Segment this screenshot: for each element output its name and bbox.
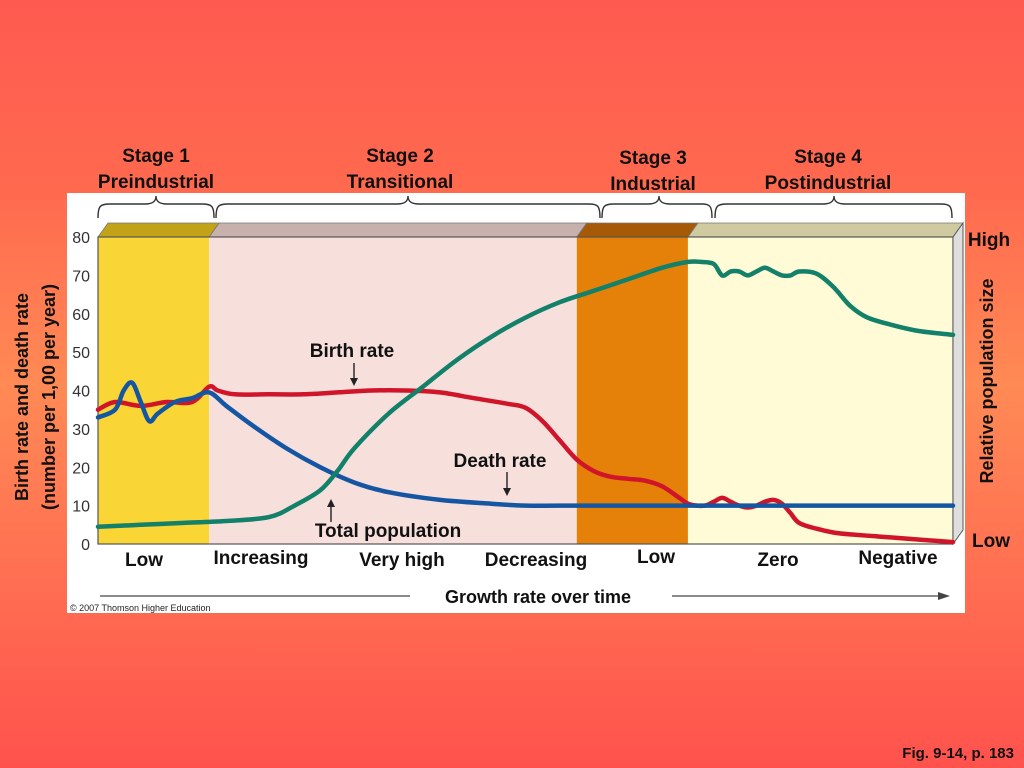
growth-label-stage-3: Low <box>637 547 675 568</box>
death-rate-annotation: Death rate <box>454 451 547 472</box>
x-axis-label: Growth rate over time <box>445 587 631 607</box>
stage-4-title: Stage 4 <box>794 147 862 168</box>
y-tick-label: 80 <box>72 230 90 247</box>
stage-4-brace <box>714 195 953 219</box>
death-rate-line <box>95 380 956 508</box>
y2-tick-low: Low <box>972 531 1010 552</box>
growth-label-decreasing: Decreasing <box>485 550 587 571</box>
birth-rate-line <box>95 383 956 545</box>
y-tick-label: 30 <box>72 422 90 439</box>
growth-label-zero: Zero <box>757 550 798 571</box>
growth-label-very-high: Very high <box>359 550 445 571</box>
stage-3-subtitle: Industrial <box>610 174 696 195</box>
y-axis-ticks: 0 10 20 30 40 50 60 70 80 <box>72 230 90 554</box>
series-lines <box>95 259 956 545</box>
stage-headers: Stage 1 Preindustrial Stage 2 Transition… <box>98 146 891 195</box>
total-population-annotation: Total population <box>315 521 461 542</box>
stage-4-subtitle: Postindustrial <box>765 173 892 194</box>
stage-bands <box>97 222 964 544</box>
stage-4-band-top <box>687 222 964 238</box>
stage-2-title: Stage 2 <box>366 146 434 167</box>
growth-label-negative: Negative <box>858 548 937 569</box>
y2-tick-high: High <box>968 230 1010 251</box>
growth-label-increasing: Increasing <box>213 548 308 569</box>
stage-3-band <box>576 237 688 544</box>
stage-1-band <box>98 237 210 544</box>
stage-1-subtitle: Preindustrial <box>98 172 214 193</box>
x-axis-arrowhead <box>938 592 950 600</box>
y-tick-label: 40 <box>72 384 90 401</box>
stage-3-band-top <box>576 222 699 238</box>
copyright-credit: © 2007 Thomson Higher Education <box>70 603 211 613</box>
curve-annotations: Birth rate Death rate Total population <box>310 341 547 542</box>
y-tick-label: 10 <box>72 499 90 516</box>
birth-rate-arrowhead <box>350 378 358 386</box>
y-tick-label: 70 <box>72 268 90 285</box>
growth-rate-labels: Low Increasing Very high Decreasing Low … <box>125 547 938 571</box>
plot-frame-side <box>952 221 964 546</box>
stage-1-band-top <box>97 222 220 238</box>
stage-1-brace <box>97 195 215 219</box>
y-tick-label: 0 <box>81 537 90 554</box>
stage-2-band-top <box>208 222 588 238</box>
y-axis-label-line-2: (number per 1,00 per year) <box>39 284 59 510</box>
y-axis-label-line-1: Birth rate and death rate <box>12 293 32 501</box>
stage-1-title: Stage 1 <box>122 146 190 167</box>
total-population-arrowhead <box>327 499 335 507</box>
stage-2-subtitle: Transitional <box>347 172 454 193</box>
stage-3-title: Stage 3 <box>619 148 687 169</box>
y-tick-label: 60 <box>72 307 90 324</box>
total-population-line <box>95 259 956 529</box>
y-tick-label: 50 <box>72 345 90 362</box>
death-rate-arrowhead <box>503 488 511 496</box>
birth-rate-annotation: Birth rate <box>310 341 394 362</box>
growth-label-stage-1: Low <box>125 550 163 571</box>
stage-2-brace <box>215 195 601 219</box>
y-tick-label: 20 <box>72 460 90 477</box>
figure-caption: Fig. 9-14, p. 183 <box>902 745 1014 762</box>
y2-axis-label: Relative population size <box>977 278 997 483</box>
stage-braces <box>97 195 953 219</box>
stage-4-band <box>687 237 953 544</box>
stage-3-brace <box>601 195 713 219</box>
